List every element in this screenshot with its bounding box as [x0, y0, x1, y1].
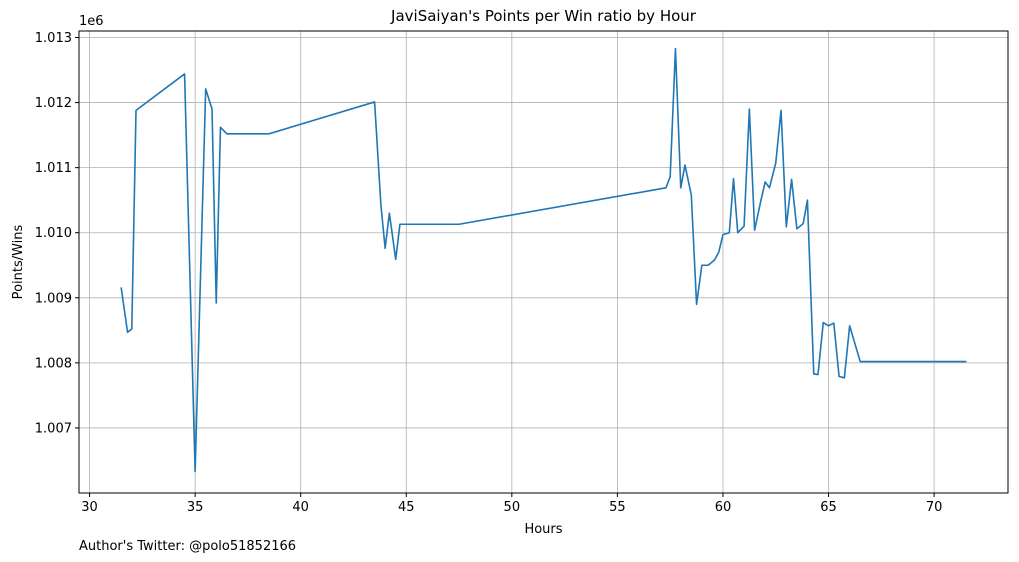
- x-axis-label: Hours: [524, 522, 562, 537]
- y-tick-label: 1.010: [35, 226, 72, 241]
- y-tick-label: 1.012: [35, 96, 72, 111]
- y-tick-label: 1.011: [35, 161, 72, 176]
- y-tick-label: 1.013: [35, 31, 72, 46]
- plot-frame: [78, 30, 1009, 494]
- author-credit: Author's Twitter: @polo51852166: [79, 539, 296, 554]
- ticks: 30 35 40 45 50 55 60 65 70 1.007 1.008 1.009 1.010 1.…: [35, 31, 943, 515]
- x-tick-label: 70: [926, 500, 943, 515]
- x-tick-label: 50: [504, 500, 521, 515]
- x-tick-label: 45: [398, 500, 415, 515]
- series-line: [120, 47, 967, 473]
- x-tick-label: 40: [292, 500, 309, 515]
- chart-title: JaviSaiyan's Points per Win ratio by Hou…: [390, 7, 697, 25]
- series-layer: [120, 47, 967, 473]
- y-axis-label: Points/Wins: [11, 224, 26, 299]
- y-tick-label: 1.009: [35, 291, 72, 306]
- x-tick-label: 65: [820, 500, 837, 515]
- y-tick-label: 1.008: [35, 356, 72, 371]
- grid: [79, 31, 1008, 493]
- y-offset-label: 1e6: [79, 14, 104, 29]
- x-tick-label: 35: [187, 500, 204, 515]
- x-tick-label: 55: [609, 500, 626, 515]
- y-tick-label: 1.007: [35, 421, 72, 436]
- x-tick-label: 60: [715, 500, 732, 515]
- x-tick-label: 30: [81, 500, 98, 515]
